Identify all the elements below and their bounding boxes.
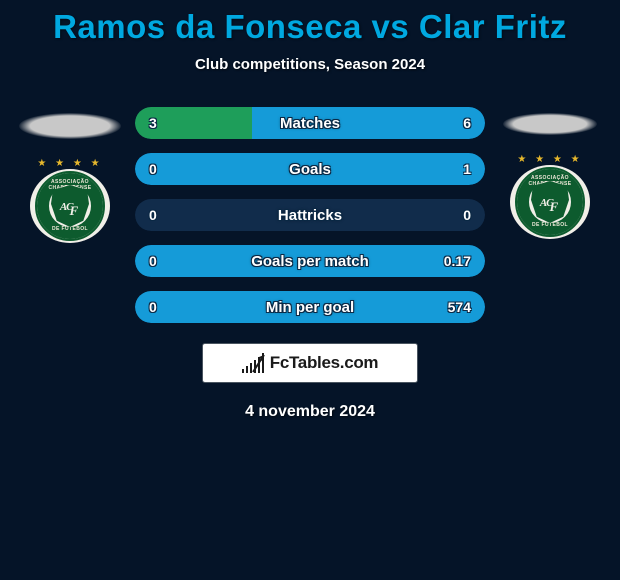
crest-ring: ASSOCIAÇÃO CHAPECOENSE DE FUTEBOL ACF bbox=[30, 169, 110, 243]
stat-bar: 0574Min per goal bbox=[135, 291, 485, 323]
crest-shield: ACF bbox=[531, 181, 569, 223]
content-row: ★ ★ ★ ★ ASSOCIAÇÃO CHAPECOENSE DE FUTEBO… bbox=[0, 107, 620, 323]
crest-ring: ASSOCIAÇÃO CHAPECOENSE DE FUTEBOL ACF bbox=[510, 165, 590, 239]
stat-bar: 00.17Goals per match bbox=[135, 245, 485, 277]
stat-bar: 01Goals bbox=[135, 153, 485, 185]
brand-logo: FcTables.com bbox=[202, 343, 418, 383]
brand-text: FcTables.com bbox=[270, 353, 379, 373]
crest-stars: ★ ★ ★ ★ bbox=[517, 155, 582, 165]
logo-arrow-icon bbox=[252, 352, 266, 374]
club-crest-left: ★ ★ ★ ★ ASSOCIAÇÃO CHAPECOENSE DE FUTEBO… bbox=[28, 159, 112, 243]
left-player-col: ★ ★ ★ ★ ASSOCIAÇÃO CHAPECOENSE DE FUTEBO… bbox=[15, 107, 125, 243]
crest-stars: ★ ★ ★ ★ bbox=[37, 159, 102, 169]
player-silhouette-placeholder-right bbox=[503, 113, 597, 135]
date-label: 4 november 2024 bbox=[0, 403, 620, 421]
infographic-root: Ramos da Fonseca vs Clar Fritz Club comp… bbox=[0, 0, 620, 421]
page-subtitle: Club competitions, Season 2024 bbox=[0, 56, 620, 73]
stat-bar: 36Matches bbox=[135, 107, 485, 139]
stat-bar: 00Hattricks bbox=[135, 199, 485, 231]
right-player-col: ★ ★ ★ ★ ASSOCIAÇÃO CHAPECOENSE DE FUTEBO… bbox=[495, 107, 605, 239]
player-silhouette-placeholder-left bbox=[19, 113, 121, 139]
stats-column: 36Matches 01Goals 00Hattricks 00.17Goals pe… bbox=[135, 107, 485, 323]
page-title: Ramos da Fonseca vs Clar Fritz bbox=[0, 8, 620, 46]
club-crest-right: ★ ★ ★ ★ ASSOCIAÇÃO CHAPECOENSE DE FUTEBO… bbox=[508, 155, 592, 239]
